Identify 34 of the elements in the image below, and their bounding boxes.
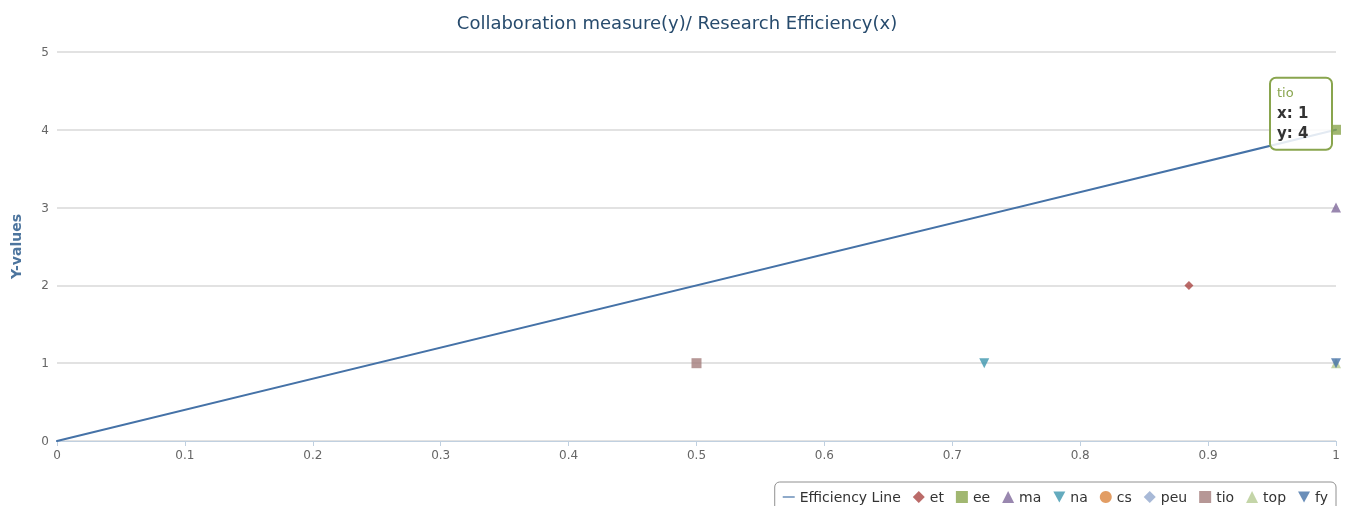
legend-label: top (1263, 489, 1287, 505)
legend-label: et (929, 489, 945, 505)
x-tick-label: 1 (1332, 448, 1340, 462)
y-tick-label: 3 (41, 200, 49, 215)
y-tick-label: 5 (41, 45, 49, 59)
point (1331, 202, 1341, 213)
x-tick-label: 0.9 (1198, 448, 1218, 462)
legend-label: ee (972, 489, 991, 505)
legend-label: Efficiency Line (799, 489, 901, 505)
legend-label: tio (1216, 489, 1235, 505)
x-tick-label: 0.5 (686, 448, 707, 462)
y-tick-label: 0 (41, 434, 49, 448)
point (1184, 280, 1194, 290)
legend-label: cs (1116, 489, 1132, 505)
point (979, 358, 990, 369)
annotation: tio x: 1 y: 4 (1277, 84, 1309, 143)
point (691, 358, 702, 369)
chart-title: Collaboration measure(y)/ Research Efficiency(x) (456, 11, 898, 33)
x-tick-label: 0 (53, 448, 61, 462)
y-tick-label: 4 (41, 122, 49, 137)
y-tick-label: 2 (41, 278, 49, 293)
x-tick-label: 0.4 (559, 448, 579, 462)
y-tick-label: 1 (41, 356, 49, 371)
x-tick-label: 0.1 (175, 448, 195, 462)
legend-label: fy (1315, 489, 1328, 505)
x-tick-label: 0.2 (303, 448, 323, 462)
x-tick-label: 0.8 (1070, 448, 1090, 462)
legend-label: na (1070, 489, 1088, 505)
x-tick-label: 0.6 (814, 448, 834, 462)
x-tick-label: 0.7 (942, 448, 962, 462)
x-tick-label: 0.3 (431, 448, 451, 462)
legend-label: ma (1019, 489, 1042, 505)
y-axis-title: Y-values (8, 213, 24, 281)
legend-label: peu (1160, 489, 1188, 505)
